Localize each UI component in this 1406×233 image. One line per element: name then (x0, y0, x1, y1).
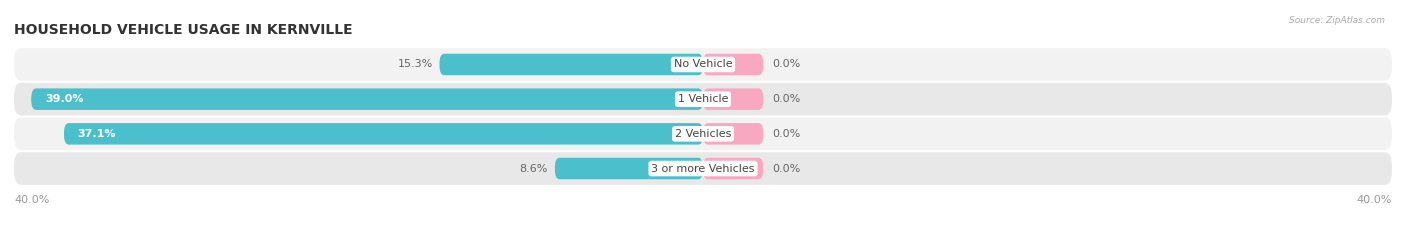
FancyBboxPatch shape (14, 117, 1392, 150)
FancyBboxPatch shape (65, 123, 703, 145)
FancyBboxPatch shape (703, 158, 763, 179)
Text: Source: ZipAtlas.com: Source: ZipAtlas.com (1289, 16, 1385, 25)
Text: 40.0%: 40.0% (14, 195, 49, 205)
FancyBboxPatch shape (14, 83, 1392, 116)
Text: HOUSEHOLD VEHICLE USAGE IN KERNVILLE: HOUSEHOLD VEHICLE USAGE IN KERNVILLE (14, 23, 353, 37)
Text: 0.0%: 0.0% (772, 94, 800, 104)
FancyBboxPatch shape (440, 54, 703, 75)
Text: 0.0%: 0.0% (772, 164, 800, 174)
Text: 0.0%: 0.0% (772, 129, 800, 139)
Text: 37.1%: 37.1% (77, 129, 117, 139)
FancyBboxPatch shape (555, 158, 703, 179)
FancyBboxPatch shape (703, 54, 763, 75)
Text: No Vehicle: No Vehicle (673, 59, 733, 69)
FancyBboxPatch shape (14, 48, 1392, 81)
FancyBboxPatch shape (14, 152, 1392, 185)
Text: 39.0%: 39.0% (45, 94, 83, 104)
FancyBboxPatch shape (31, 88, 703, 110)
Text: 0.0%: 0.0% (772, 59, 800, 69)
FancyBboxPatch shape (703, 88, 763, 110)
Text: 40.0%: 40.0% (1357, 195, 1392, 205)
FancyBboxPatch shape (703, 123, 763, 145)
Text: 8.6%: 8.6% (520, 164, 548, 174)
Text: 1 Vehicle: 1 Vehicle (678, 94, 728, 104)
Text: 2 Vehicles: 2 Vehicles (675, 129, 731, 139)
Text: 3 or more Vehicles: 3 or more Vehicles (651, 164, 755, 174)
Text: 15.3%: 15.3% (398, 59, 433, 69)
